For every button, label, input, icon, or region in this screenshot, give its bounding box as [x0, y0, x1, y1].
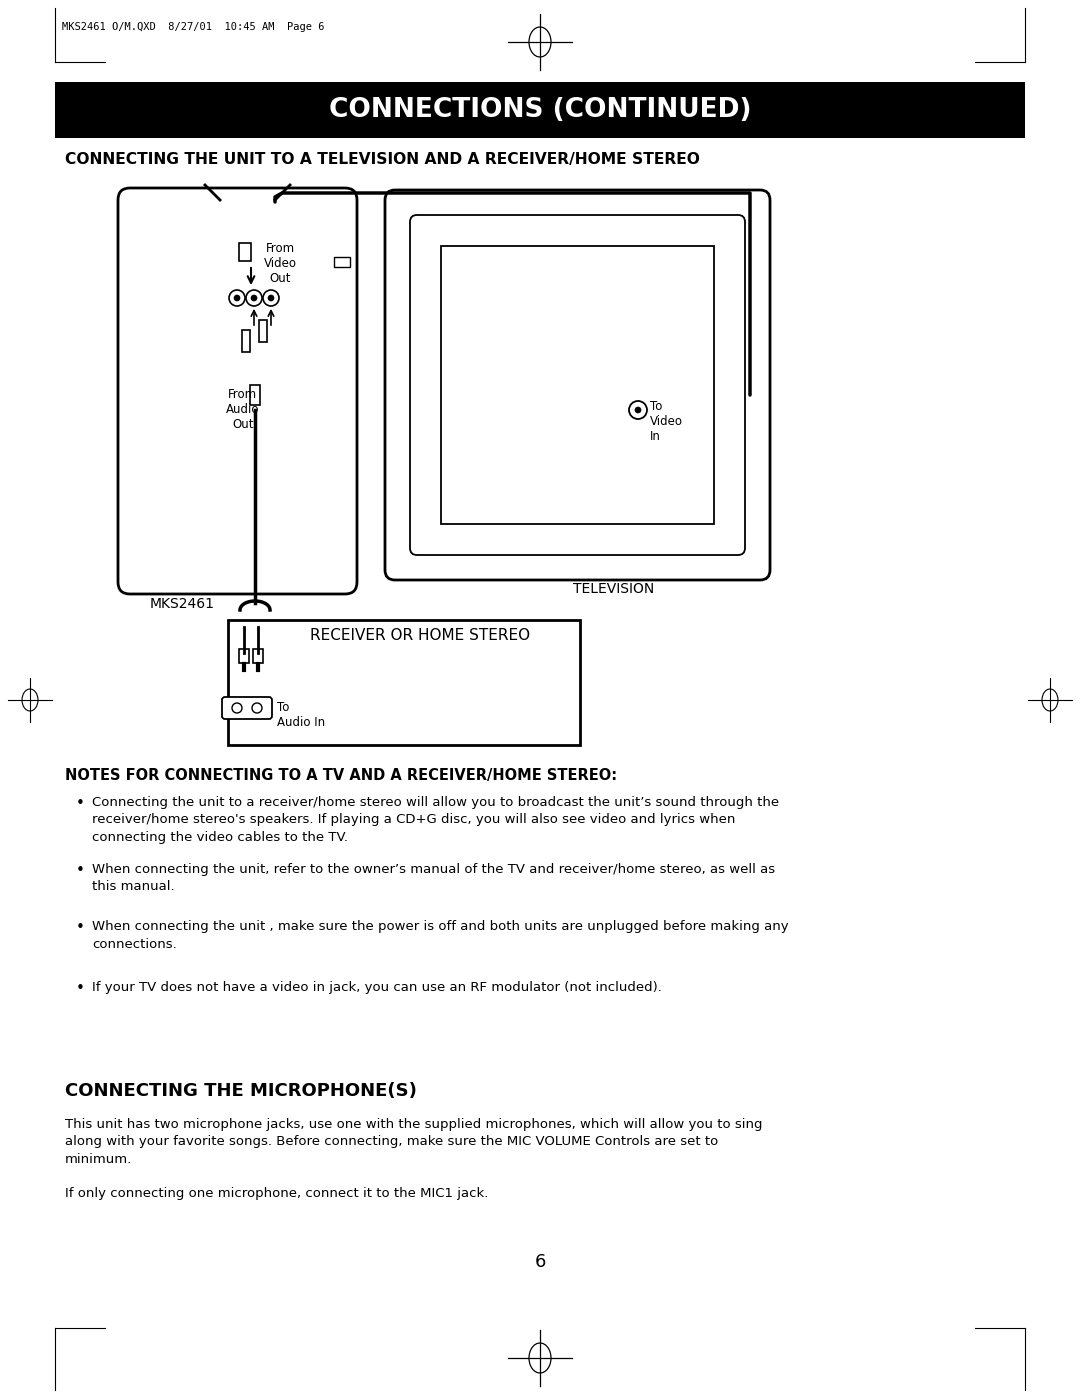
Text: Connecting the unit to a receiver/home stereo will allow you to broadcast the un: Connecting the unit to a receiver/home s…: [92, 796, 779, 844]
Text: RECEIVER OR HOME STEREO: RECEIVER OR HOME STEREO: [310, 629, 530, 643]
Bar: [249, 386, 260, 405]
Text: CONNECTING THE MICROPHONE(S): CONNECTING THE MICROPHONE(S): [65, 1083, 417, 1099]
Text: This unit has two microphone jacks, use one with the supplied microphones, which: This unit has two microphone jacks, use …: [65, 1118, 762, 1166]
Circle shape: [251, 295, 257, 300]
Circle shape: [229, 291, 245, 306]
Text: TELEVISION: TELEVISION: [573, 583, 654, 597]
Bar: [334, 257, 350, 267]
Text: When connecting the unit , make sure the power is off and both units are unplugg: When connecting the unit , make sure the…: [92, 921, 788, 950]
Circle shape: [268, 295, 274, 300]
Text: CONNECTIONS (CONTINUED): CONNECTIONS (CONTINUED): [328, 96, 752, 123]
Text: When connecting the unit, refer to the owner’s manual of the TV and receiver/hom: When connecting the unit, refer to the o…: [92, 863, 775, 894]
Circle shape: [234, 295, 240, 300]
Text: From
Video
Out: From Video Out: [264, 242, 297, 285]
Text: •: •: [76, 863, 84, 877]
Bar: [239, 243, 251, 261]
FancyBboxPatch shape: [118, 189, 357, 594]
Text: NOTES FOR CONNECTING TO A TV AND A RECEIVER/HOME STEREO:: NOTES FOR CONNECTING TO A TV AND A RECEI…: [65, 768, 617, 782]
Circle shape: [246, 291, 262, 306]
Text: To
Video
In: To Video In: [650, 400, 683, 443]
Text: CONNECTING THE UNIT TO A TELEVISION AND A RECEIVER/HOME STEREO: CONNECTING THE UNIT TO A TELEVISION AND …: [65, 152, 700, 168]
Bar: [441, 246, 714, 524]
Circle shape: [629, 401, 647, 419]
Text: If only connecting one microphone, connect it to the MIC1 jack.: If only connecting one microphone, conne…: [65, 1187, 488, 1200]
FancyBboxPatch shape: [384, 190, 770, 580]
Bar: [228, 620, 580, 745]
Bar: [239, 650, 249, 664]
Text: From
Audio
Out: From Audio Out: [226, 388, 259, 432]
FancyBboxPatch shape: [410, 215, 745, 555]
Bar: [253, 650, 264, 664]
Text: MKS2461 O/M.QXD  8/27/01  10:45 AM  Page 6: MKS2461 O/M.QXD 8/27/01 10:45 AM Page 6: [62, 22, 324, 32]
Bar: [259, 320, 267, 342]
Text: 6: 6: [535, 1253, 545, 1271]
Bar: [55, 82, 1025, 138]
Bar: [242, 330, 249, 352]
Circle shape: [635, 407, 642, 414]
Text: If your TV does not have a video in jack, you can use an RF modulator (not inclu: If your TV does not have a video in jack…: [92, 981, 662, 995]
FancyBboxPatch shape: [222, 697, 272, 719]
Text: •: •: [76, 981, 84, 996]
Circle shape: [232, 703, 242, 712]
Circle shape: [252, 703, 262, 712]
Text: MKS2461: MKS2461: [150, 597, 215, 610]
Text: •: •: [76, 921, 84, 935]
Circle shape: [264, 291, 279, 306]
Text: To
Audio In: To Audio In: [276, 701, 325, 729]
Text: •: •: [76, 796, 84, 812]
